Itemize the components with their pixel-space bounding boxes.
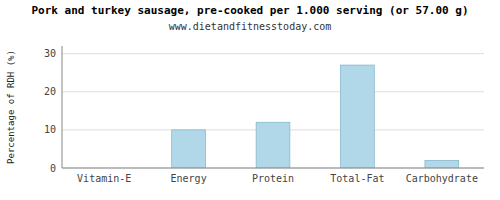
grid [62, 54, 484, 168]
grid-line [62, 53, 484, 54]
y-tick-label: 10 [44, 124, 56, 135]
grid-line [62, 91, 484, 92]
bar [256, 122, 290, 168]
x-tick-label: Total-Fat [330, 173, 384, 184]
bar [425, 160, 459, 168]
x-tick-label: Protein [252, 173, 294, 184]
y-tick-label: 20 [44, 86, 56, 97]
y-tick-label: 30 [44, 48, 56, 59]
grid-line [62, 168, 484, 169]
title: Pork and turkey sausage, pre-cooked per … [31, 4, 468, 17]
x-axis [62, 168, 484, 169]
chart: Pork and turkey sausage, pre-cooked per … [0, 0, 500, 200]
x-tick-label: Carbohydrate [406, 173, 478, 184]
bar [341, 65, 375, 168]
x-tick-label: Energy [171, 173, 207, 184]
x-tick-label: Vitamin-E [77, 173, 131, 184]
y-tick-label: 0 [50, 163, 56, 174]
y-axis-label: Percentage of RDH (%) [6, 50, 16, 164]
bars [172, 65, 459, 168]
bar [172, 130, 206, 168]
subtitle: www.dietandfitnesstoday.com [169, 21, 332, 32]
y-axis [62, 46, 63, 168]
